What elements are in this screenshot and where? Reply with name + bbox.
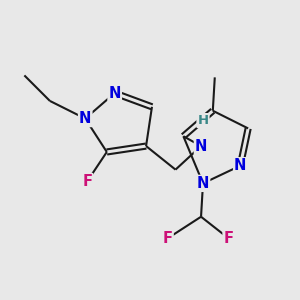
Text: N: N — [234, 158, 247, 173]
Text: F: F — [163, 231, 173, 246]
Text: N: N — [79, 111, 92, 126]
Text: N: N — [197, 176, 209, 191]
Text: N: N — [195, 139, 207, 154]
Text: F: F — [82, 174, 92, 189]
Text: N: N — [109, 85, 121, 100]
Text: H: H — [197, 114, 208, 127]
Text: F: F — [224, 231, 233, 246]
